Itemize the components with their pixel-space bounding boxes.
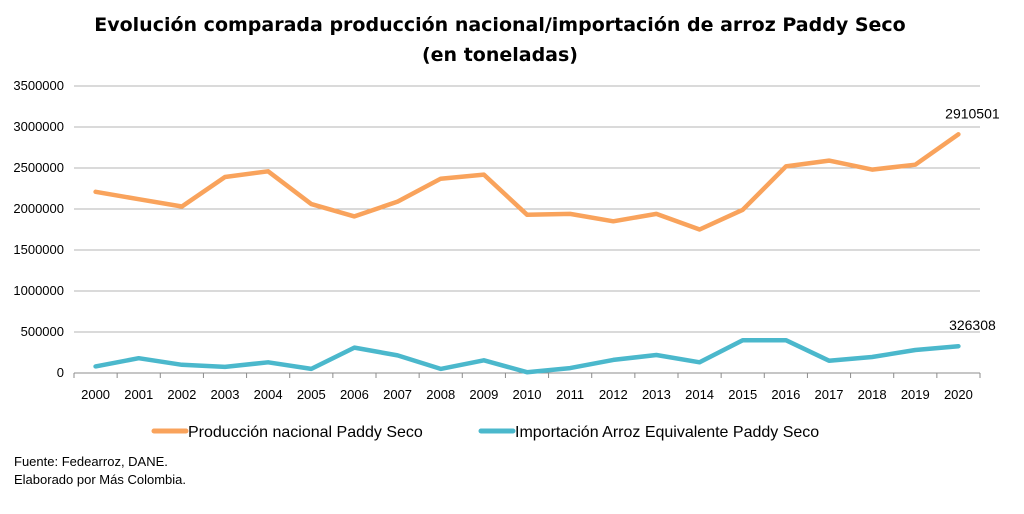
x-tick-label: 2014: [685, 387, 714, 402]
x-tick-label: 2004: [254, 387, 283, 402]
y-tick-label: 1500000: [13, 242, 64, 257]
y-tick-label: 2500000: [13, 160, 64, 175]
data-labels: 2910501 326308: [945, 105, 1000, 333]
y-tick-label: 1000000: [13, 283, 64, 298]
y-tick-label: 3500000: [13, 78, 64, 93]
data-label: 2910501: [945, 105, 1000, 121]
legend-label-1: Producción nacional Paddy Seco: [188, 424, 423, 441]
x-axis: 2000 2001 2002 2003 2004 2005 2006 2007 2008 2009…: [73, 373, 981, 402]
source-note: Fuente: Fedearroz, DANE.: [14, 454, 168, 469]
gridlines: [74, 85, 980, 374]
y-tick-label: 2000000: [13, 201, 64, 216]
x-tick-label: 2018: [858, 387, 887, 402]
x-tick-label: 2013: [642, 387, 671, 402]
data-label: 326308: [949, 317, 996, 333]
x-tick-label: 2012: [599, 387, 628, 402]
x-tick-label: 2006: [340, 387, 369, 402]
x-tick-label: 2015: [728, 387, 757, 402]
y-axis-ticks: 0 500000 1000000 1500000 2000000 2500000 30000…: [13, 78, 64, 380]
x-tick-label: 2003: [211, 387, 240, 402]
series-lines: [93, 132, 961, 375]
x-tick-label: 2008: [426, 387, 455, 402]
y-tick-label: 500000: [21, 324, 64, 339]
x-tick-label: 2009: [469, 387, 498, 402]
x-tick-label: 2005: [297, 387, 326, 402]
chart-subtitle: (en toneladas): [422, 44, 578, 66]
legend: Producción nacional Paddy Seco Importació…: [151, 424, 819, 441]
series-line-2: [93, 337, 961, 375]
x-tick-label: 2007: [383, 387, 412, 402]
x-tick-label: 2001: [124, 387, 153, 402]
x-tick-label: 2016: [771, 387, 800, 402]
x-tick-label: 2010: [513, 387, 542, 402]
x-tick-label: 2002: [167, 387, 196, 402]
legend-label-2: Importación Arroz Equivalente Paddy Seco: [515, 424, 819, 441]
x-tick-label: 2000: [81, 387, 110, 402]
x-tick-label: 2011: [556, 387, 584, 402]
y-tick-label: 3000000: [13, 119, 64, 134]
credit-note: Elaborado por Más Colombia.: [14, 472, 186, 487]
series-line-1: [93, 132, 961, 232]
x-tick-label: 2019: [901, 387, 930, 402]
chart-title: Evolución comparada producción nacional/…: [94, 14, 905, 36]
x-tick-label: 2017: [815, 387, 844, 402]
x-tick-label: 2020: [944, 387, 973, 402]
y-tick-label: 0: [57, 365, 64, 380]
